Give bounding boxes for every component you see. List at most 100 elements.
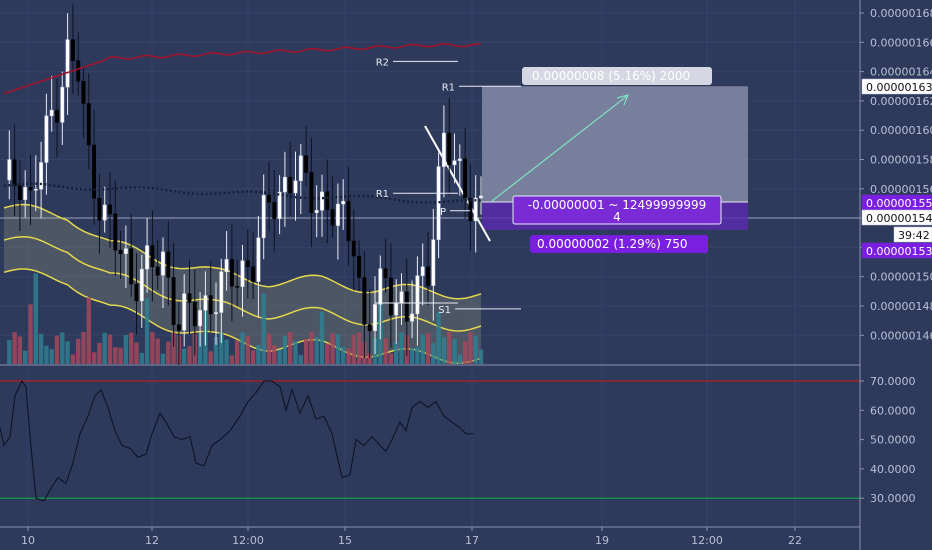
candlesticks[interactable] [7,4,483,366]
candle-down[interactable] [357,255,362,278]
candle-down[interactable] [134,283,139,302]
candle-up[interactable] [394,302,399,316]
candle-down[interactable] [187,293,192,303]
candle-up[interactable] [7,159,12,181]
candle-up[interactable] [123,248,128,255]
candle-up[interactable] [457,158,462,161]
candle-up[interactable] [335,203,340,226]
candle-down[interactable] [235,285,240,288]
candle-down[interactable] [325,191,330,210]
price-tick-label: 0.00000150 [870,271,932,284]
candle-up[interactable] [182,293,187,331]
candle-up[interactable] [214,312,218,315]
candle-down[interactable] [267,194,271,203]
candle-down[interactable] [463,158,468,199]
candle-down[interactable] [155,266,160,276]
candle-up[interactable] [378,268,383,305]
candle-up[interactable] [203,295,208,311]
candle-up[interactable] [479,195,483,199]
candle-up[interactable] [219,271,224,313]
candle-down[interactable] [70,39,75,61]
candle-up[interactable] [240,260,245,287]
candle-down[interactable] [251,266,256,282]
candle-down[interactable] [426,266,430,286]
candle-down[interactable] [367,324,372,331]
candle-down[interactable] [81,81,86,104]
candle-down[interactable] [12,159,17,187]
candle-up[interactable] [410,313,415,322]
candle-down[interactable] [383,268,388,279]
candle-down[interactable] [86,103,91,146]
candle-down[interactable] [447,132,452,166]
candle-up[interactable] [341,200,346,205]
candle-up[interactable] [65,39,70,88]
candle-down[interactable] [468,198,473,222]
stop-label-box[interactable] [530,235,708,253]
candle-up[interactable] [49,109,54,117]
candle-up[interactable] [44,115,49,163]
candle-up[interactable] [256,237,261,282]
candle-up[interactable] [224,259,229,273]
candle-down[interactable] [388,277,393,316]
candle-down[interactable] [272,201,277,219]
candle-down[interactable] [208,295,213,315]
candle-down[interactable] [245,260,250,268]
candle-down[interactable] [113,213,118,251]
candle-up[interactable] [102,204,107,221]
candle-down[interactable] [176,324,181,331]
candle-down[interactable] [28,187,33,191]
entry-label-box[interactable] [512,195,722,225]
candle-up[interactable] [33,188,38,191]
candle-up[interactable] [261,194,266,239]
target-zone[interactable] [482,86,748,202]
candle-down[interactable] [129,248,134,285]
candle-down[interactable] [362,277,367,325]
candle-down[interactable] [118,249,123,255]
candle-down[interactable] [351,240,356,257]
candle-up[interactable] [198,310,203,327]
candle-up[interactable] [282,176,287,193]
candle-up[interactable] [293,180,298,194]
candle-down[interactable] [166,251,171,278]
candle-up[interactable] [452,160,457,166]
candle-down[interactable] [309,172,314,213]
candle-down[interactable] [150,245,155,268]
candle-down[interactable] [304,155,309,173]
candle-up[interactable] [39,162,44,190]
candle-up[interactable] [139,268,144,302]
candle-up[interactable] [373,304,377,331]
candle-down[interactable] [108,204,112,215]
candle-down[interactable] [192,302,197,327]
candle-down[interactable] [229,259,234,287]
candle-up[interactable] [473,197,478,222]
candle-up[interactable] [415,275,420,315]
candle-up[interactable] [441,132,446,167]
candle-down[interactable] [76,60,81,82]
trend-line[interactable] [424,125,491,242]
candle-up[interactable] [320,191,324,211]
candle-up[interactable] [420,266,425,276]
candle-up[interactable] [298,155,303,182]
candle-down[interactable] [97,198,102,221]
candle-up[interactable] [431,239,436,286]
candle-up[interactable] [145,245,150,270]
candle-up[interactable] [277,191,282,219]
candle-down[interactable] [330,209,335,226]
candle-down[interactable] [288,176,293,194]
rsi-line [0,379,474,502]
long-position-tool[interactable]: R1 0.00000008 (5.16%) 2000 -0.00000001 ~ 1… [424,67,748,253]
candle-up[interactable] [23,187,28,200]
candle-down[interactable] [346,200,351,242]
candle-down[interactable] [404,291,409,322]
target-label-box[interactable] [522,67,712,85]
candle-down[interactable] [17,185,22,200]
candle-down[interactable] [55,109,59,123]
candle-up[interactable] [314,210,319,213]
candle-up[interactable] [161,251,165,276]
candle-up[interactable] [60,86,65,123]
candle-down[interactable] [92,144,97,199]
candle-down[interactable] [171,277,176,325]
candle-up[interactable] [399,291,404,304]
pivot-label-s1: S1 [438,305,451,316]
